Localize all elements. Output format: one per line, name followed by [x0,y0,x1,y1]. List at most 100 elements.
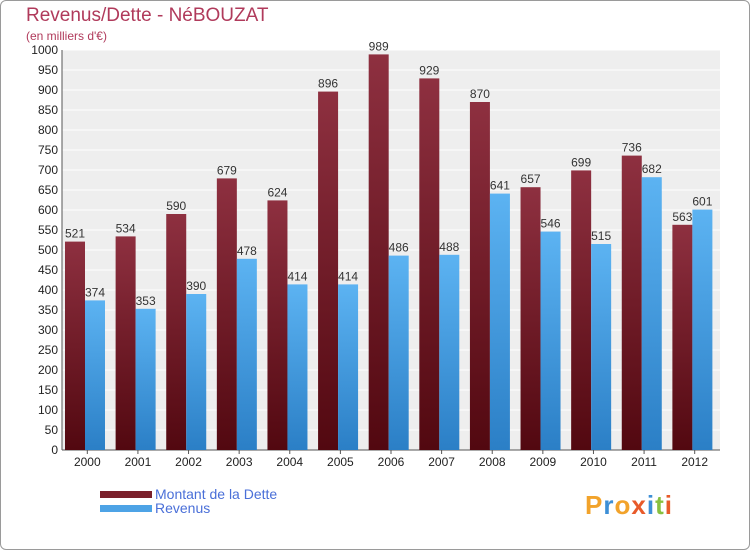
bar-revenus-2001 [135,308,156,450]
legend-swatch-debt [100,491,152,498]
bar-revenus-2002 [186,294,207,450]
x-tick-label: 2008 [479,455,506,469]
data-label-debt-2010: 699 [571,155,591,169]
logo-letter: r [603,490,615,520]
data-label-revenus-2000: 374 [85,285,105,299]
x-tick-label: 2002 [175,455,202,469]
bar-revenus-2011 [641,177,662,450]
data-label-debt-2002: 590 [166,199,186,213]
bar-debt-2002 [166,214,187,450]
logo-letter: x [631,490,647,520]
data-label-debt-2005: 896 [318,77,338,91]
chart-title: Revenus/Dette - NéBOUZAT [26,5,269,26]
data-label-revenus-2003: 478 [237,244,257,258]
data-label-debt-2004: 624 [267,185,287,199]
bar-revenus-2005 [338,284,359,450]
data-label-debt-2006: 989 [369,39,389,53]
y-tick-label: 0 [51,443,58,457]
bar-debt-2010 [571,170,592,450]
data-label-debt-2009: 657 [521,172,541,186]
bar-debt-2006 [368,54,389,451]
data-label-revenus-2001: 353 [136,294,156,308]
y-tick-label: 650 [38,183,58,197]
y-tick-label: 850 [38,103,58,117]
data-label-debt-2003: 679 [217,163,237,177]
data-label-revenus-2010: 515 [591,229,611,243]
y-tick-label: 500 [38,243,58,257]
bar-revenus-2008 [489,193,510,450]
y-tick-label: 100 [38,403,58,417]
bar-debt-2011 [621,155,642,450]
legend-swatch-revenus [100,505,152,512]
y-tick-label: 700 [38,163,58,177]
proxiti-logo: Proxiti [585,490,673,521]
y-tick-label: 900 [38,83,58,97]
data-label-debt-2001: 534 [116,221,136,235]
bar-debt-2001 [115,236,136,450]
data-label-debt-2011: 736 [622,141,642,155]
logo-letter: t [655,490,665,520]
y-tick-label: 1000 [31,43,58,57]
logo-letter: i [664,490,673,520]
y-tick-label: 50 [45,423,59,437]
data-label-debt-2008: 870 [470,87,490,101]
legend-label-revenus: Revenus [155,500,211,516]
data-label-revenus-2006: 486 [389,241,409,255]
bar-revenus-2009 [540,231,561,450]
bar-debt-2004 [267,200,288,450]
data-label-debt-2012: 563 [672,210,692,224]
x-tick-label: 2009 [529,455,556,469]
bar-debt-2009 [520,187,541,450]
data-label-debt-2007: 929 [419,63,439,77]
data-label-revenus-2007: 488 [439,240,459,254]
y-tick-label: 400 [38,283,58,297]
bar-debt-2007 [419,78,440,451]
data-label-debt-2000: 521 [65,227,85,241]
x-tick-label: 2003 [226,455,253,469]
chart-subtitle: (en milliers d'€) [26,29,107,43]
bar-debt-2012 [672,224,693,450]
x-tick-label: 2005 [327,455,354,469]
bar-debt-2000 [65,241,85,450]
bar-debt-2008 [469,102,490,450]
y-tick-label: 200 [38,363,58,377]
data-label-revenus-2012: 601 [692,195,712,209]
bar-revenus-2012 [692,209,713,450]
y-tick-label: 250 [38,343,58,357]
x-tick-label: 2004 [276,455,303,469]
y-tick-label: 450 [38,263,58,277]
y-tick-label: 950 [38,63,58,77]
data-label-revenus-2008: 641 [490,179,510,193]
data-label-revenus-2011: 682 [642,162,662,176]
bar-revenus-2007 [439,254,460,450]
bar-revenus-2010 [591,244,612,450]
y-tick-label: 800 [38,123,58,137]
y-tick-label: 300 [38,323,58,337]
data-label-revenus-2004: 414 [287,269,307,283]
data-label-revenus-2009: 546 [541,217,561,231]
logo-letter: i [646,490,656,520]
x-tick-label: 2000 [74,455,101,469]
x-tick-label: 2001 [125,455,152,469]
y-tick-label: 600 [38,203,58,217]
data-label-revenus-2005: 414 [338,269,358,283]
x-tick-label: 2006 [378,455,405,469]
legend-label-debt: Montant de la Dette [155,486,278,502]
logo-letter: P [585,490,604,520]
bar-revenus-2006 [388,255,409,450]
x-tick-label: 2010 [580,455,607,469]
bar-revenus-2000 [85,300,105,450]
x-tick-label: 2012 [681,455,708,469]
data-label-revenus-2002: 390 [186,279,206,293]
y-tick-label: 350 [38,303,58,317]
bar-debt-2003 [216,178,237,450]
bar-revenus-2003 [236,258,257,450]
x-tick-label: 2007 [428,455,455,469]
y-tick-label: 550 [38,223,58,237]
logo-letter: o [614,490,632,520]
bar-revenus-2004 [287,284,308,450]
bar-debt-2005 [318,91,339,450]
y-tick-label: 750 [38,143,58,157]
y-tick-label: 150 [38,383,58,397]
